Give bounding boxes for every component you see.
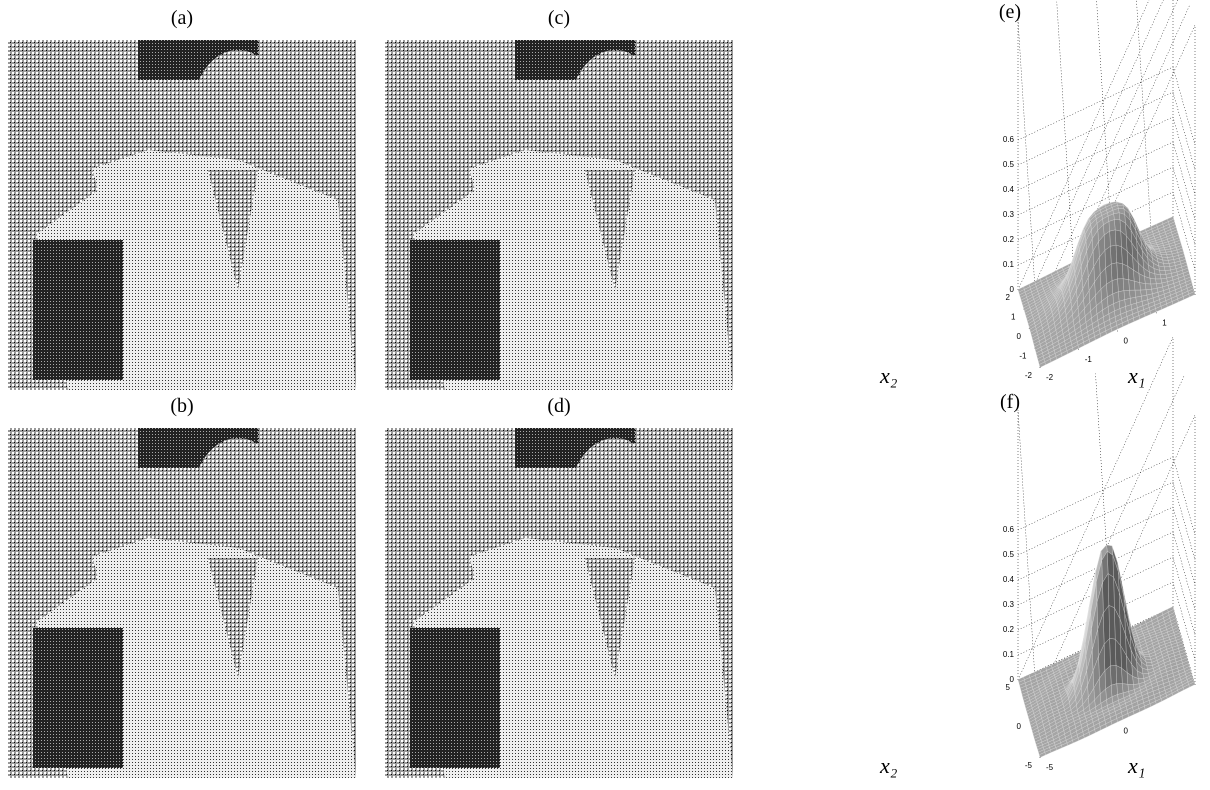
z-tick-label: 0.4 — [1003, 575, 1015, 584]
x2-tick-label: -2 — [1025, 371, 1033, 380]
x1-tick-label: -5 — [1046, 763, 1054, 772]
x2-tick-label: 0 — [1017, 332, 1022, 341]
plots: (e) 0 0.1 0.2 0.3 0.4 0.5 0.6 -2 -1 0 1 2 1 0 -1 -2 x₂ x₁ (… — [879, 0, 1195, 778]
surface-facet — [1118, 279, 1124, 292]
halftone-image — [385, 40, 733, 390]
z-tick-label: 0.3 — [1003, 210, 1015, 219]
panel-label: (a) — [171, 7, 193, 29]
figure: (a) (c) (b) (d) (e) 0 0.1 0.2 0.3 0.4 0.5 0.6 -2 -1 0… — [0, 0, 1210, 790]
z-tick-label: 0.2 — [1003, 235, 1015, 244]
surface-facet — [1163, 260, 1169, 263]
halftone-image — [8, 40, 356, 390]
halftone-image — [8, 428, 356, 778]
x2-tick-label: 1 — [1011, 313, 1016, 322]
surface-facet — [1129, 280, 1135, 291]
x2-tick-label: 0 — [1017, 722, 1022, 731]
surface-facet — [1117, 684, 1123, 695]
surface-facet — [1134, 281, 1140, 290]
surface-facet — [1110, 638, 1116, 666]
panel-label: (d) — [547, 395, 570, 417]
surface-facet — [1118, 291, 1124, 302]
surface-facet — [1150, 278, 1156, 284]
surface-facet — [1114, 213, 1120, 220]
x1-tick-label: 0 — [1124, 337, 1129, 346]
z-tick-label: 0.6 — [1003, 525, 1015, 534]
surface-facet — [1129, 290, 1135, 298]
z-tick-label: 0.2 — [1003, 625, 1015, 634]
surface-facet — [1117, 203, 1123, 205]
z-tick-label: 0.6 — [1003, 135, 1015, 144]
surface-facet — [1104, 638, 1110, 670]
panel-label: (b) — [170, 395, 193, 417]
x1-axis-label: x₁ — [1127, 753, 1145, 778]
surface-facet — [1108, 574, 1114, 608]
surface-facet — [1145, 284, 1151, 290]
panel-label: (e) — [999, 1, 1021, 23]
grid-line — [1018, 92, 1195, 170]
halftone-image — [385, 428, 733, 778]
panel-label: (f) — [1000, 391, 1020, 413]
x1-tick-label: 1 — [1162, 318, 1167, 327]
surface-facet — [1117, 263, 1123, 279]
surface-facet — [1122, 684, 1128, 693]
panel-label: (c) — [548, 7, 570, 29]
surface-facet — [1111, 263, 1117, 281]
z-tick-label: 0.1 — [1003, 650, 1015, 659]
surface-facet — [1107, 551, 1113, 577]
surface-facet — [1109, 220, 1115, 232]
z-tick-label: 0 — [1010, 285, 1015, 294]
z-tick-label: 0.3 — [1003, 600, 1015, 609]
x2-tick-label: -5 — [1025, 761, 1033, 770]
surface-facet — [1110, 230, 1116, 246]
x2-tick-label: 2 — [1006, 293, 1011, 302]
surface-facet — [1110, 665, 1116, 685]
surface-facet — [1159, 248, 1165, 250]
surface-facet — [1123, 279, 1129, 291]
surface-facet — [1114, 220, 1120, 232]
surface-facet — [1116, 665, 1122, 683]
grid-line — [1018, 457, 1195, 535]
surface-facet — [1135, 290, 1141, 297]
surface-facet — [1109, 605, 1115, 639]
surface-facet — [1124, 290, 1130, 299]
surface-facet — [1163, 263, 1169, 267]
x2-axis-label: x₂ — [879, 363, 898, 388]
x2-axis-label: x₂ — [879, 753, 898, 778]
surface-facet — [1155, 274, 1161, 279]
surface-facet — [1110, 245, 1116, 264]
z-tick-label: 0 — [1010, 675, 1015, 684]
x1-tick-label: 0 — [1124, 727, 1129, 736]
surface-facet — [1159, 270, 1165, 274]
z-tick-label: 0.4 — [1003, 185, 1015, 194]
surface-facet — [1112, 279, 1118, 294]
x2-tick-label: -1 — [1019, 352, 1027, 361]
x2-tick-label: 5 — [1006, 683, 1011, 692]
surface-facet — [1115, 230, 1121, 247]
grid-line — [1018, 117, 1195, 195]
z-tick-label: 0.5 — [1003, 550, 1015, 559]
x1-tick-label: -2 — [1046, 373, 1054, 382]
surface-facet — [1140, 283, 1146, 290]
surface-facet — [1116, 245, 1122, 264]
surface-facet — [1146, 662, 1152, 666]
surface-facet — [1162, 257, 1168, 260]
surface-facet — [1145, 659, 1151, 663]
x1-axis-label: x₁ — [1127, 363, 1145, 388]
z-tick-label: 0.1 — [1003, 260, 1015, 269]
grid-line — [1018, 67, 1195, 145]
images: (a) (c) (b) (d) — [8, 7, 733, 778]
z-tick-label: 0.5 — [1003, 160, 1015, 169]
x1-tick-label: -1 — [1085, 355, 1093, 364]
surface-facet — [1160, 250, 1166, 252]
